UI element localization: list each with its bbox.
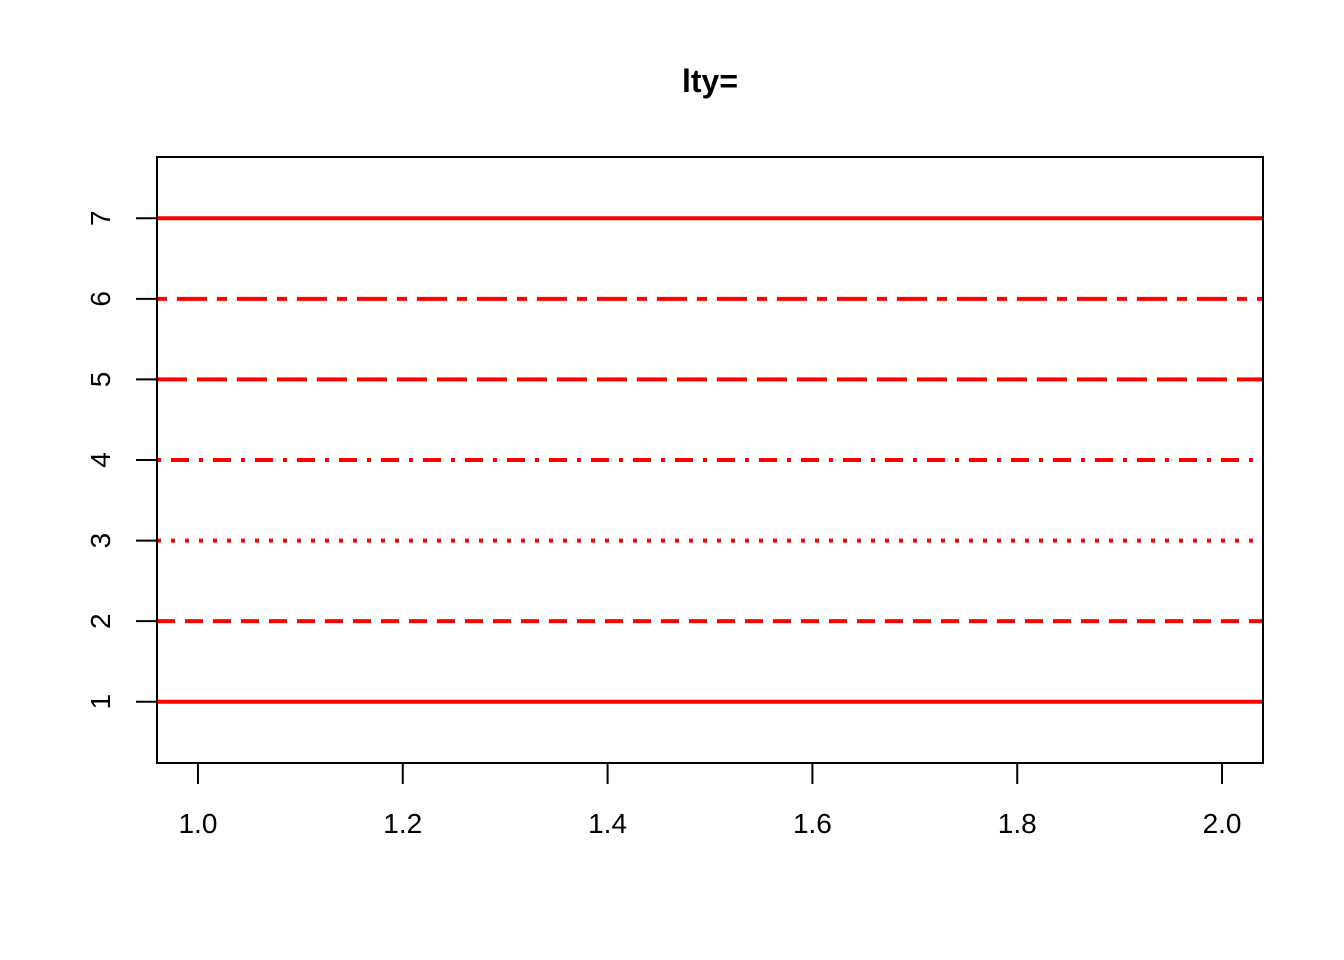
x-tick-label: 1.6 — [793, 808, 832, 839]
x-tick-label: 1.2 — [383, 808, 422, 839]
y-tick-label: 7 — [85, 210, 116, 226]
y-tick-label: 1 — [85, 694, 116, 710]
y-tick-label: 3 — [85, 533, 116, 549]
y-tick-label: 5 — [85, 372, 116, 388]
x-tick-label: 1.4 — [588, 808, 627, 839]
plot-area — [157, 216, 1263, 704]
x-tick-label: 2.0 — [1203, 808, 1242, 839]
x-tick-label: 1.8 — [998, 808, 1037, 839]
x-axis: 1.0 1.2 1.4 1.6 1.8 2.0 — [178, 762, 1242, 839]
y-tick-label: 6 — [85, 291, 116, 307]
chart-title: lty= — [682, 63, 738, 99]
x-tick-label: 1.0 — [178, 808, 217, 839]
plot-frame — [156, 156, 1264, 764]
y-tick-label: 4 — [85, 452, 116, 468]
y-tick-label: 2 — [85, 613, 116, 629]
